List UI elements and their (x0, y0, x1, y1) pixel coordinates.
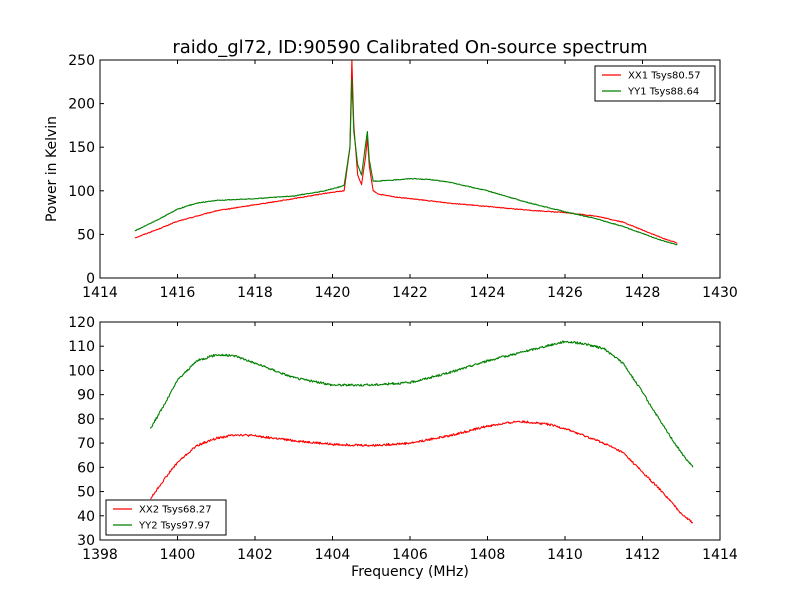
top-legend: XX1 Tsys80.57 YY1 Tsys88.64 (594, 65, 716, 102)
top-y-tick-label: 150 (68, 140, 95, 156)
bottom-x-tick-label: 1400 (160, 547, 196, 563)
bottom-x-tick-label: 1398 (82, 547, 118, 563)
legend-label-yy1: YY1 Tsys88.64 (627, 87, 699, 98)
bottom-y-tick-label: 120 (68, 315, 95, 331)
bottom-x-tick-label: 1406 (392, 547, 428, 563)
bottom-y-tick-label: 50 (77, 485, 95, 501)
x-axis-label: Frequency (MHz) (351, 564, 469, 580)
bottom-y-tick-label: 30 (77, 533, 95, 549)
top-legend-box (594, 65, 716, 102)
top-x-tick-label: 1420 (315, 285, 351, 301)
bottom-legend: XX2 Tsys68.27 YY2 Tsys97.97 (105, 499, 227, 536)
bottom-series-layer (149, 340, 694, 524)
top-y-tick-label: 100 (68, 184, 95, 200)
series-line-yy2-tsys97-97 (149, 340, 694, 468)
bottom-plot: 1398 1400 1402 1404 1406 1408 1410 1412 1414 30 40… (68, 315, 738, 580)
bottom-x-tick-label: 1414 (702, 547, 738, 563)
top-x-tick-label: 1414 (82, 285, 118, 301)
bottom-y-tick-label: 60 (77, 460, 95, 476)
bottom-legend-box (105, 499, 227, 536)
top-y-tick-label: 50 (77, 227, 95, 243)
top-x-tick-label: 1428 (625, 285, 661, 301)
bottom-y-tick-label: 80 (77, 412, 95, 428)
series-line-xx1-tsys80-57 (134, 59, 678, 244)
top-ticks: 1414 1416 1418 1420 1422 1424 1426 1428 1430 0 50 1… (68, 53, 738, 301)
series-line-xx2-tsys68-27 (150, 420, 694, 524)
top-y-tick-label: 200 (68, 97, 95, 113)
top-series-layer (134, 59, 678, 246)
top-x-tick-label: 1422 (392, 285, 428, 301)
bottom-y-tick-label: 110 (68, 339, 95, 355)
top-x-tick-label: 1430 (702, 285, 738, 301)
bottom-y-tick-label: 90 (77, 388, 95, 404)
bottom-x-tick-label: 1408 (470, 547, 506, 563)
legend-label-yy2: YY2 Tsys97.97 (138, 521, 210, 532)
bottom-y-tick-label: 40 (77, 509, 95, 525)
bottom-x-tick-label: 1402 (237, 547, 273, 563)
bottom-ticks: 1398 1400 1402 1404 1406 1408 1410 1412 1414 30 40… (68, 315, 738, 563)
bottom-x-tick-label: 1404 (315, 547, 351, 563)
legend-label-xx1: XX1 Tsys80.57 (628, 71, 701, 82)
bottom-y-tick-label: 70 (77, 436, 95, 452)
top-x-tick-label: 1424 (470, 285, 506, 301)
bottom-y-tick-label: 100 (68, 363, 95, 379)
top-y-axis-label: Power in Kelvin (44, 116, 60, 222)
top-x-tick-label: 1426 (547, 285, 583, 301)
top-x-tick-label: 1416 (160, 285, 196, 301)
series-line-yy1-tsys88-64 (134, 78, 678, 246)
bottom-x-tick-label: 1410 (547, 547, 583, 563)
top-y-tick-label: 250 (68, 53, 95, 69)
legend-label-xx2: XX2 Tsys68.27 (139, 505, 212, 516)
top-x-tick-label: 1418 (237, 285, 273, 301)
top-y-tick-label: 0 (86, 271, 95, 287)
bottom-x-tick-label: 1412 (625, 547, 661, 563)
chart-title: raido_gl72, ID:90590 Calibrated On-sourc… (172, 37, 647, 58)
top-plot: 1414 1416 1418 1420 1422 1424 1426 1428 1430 0 50 1… (44, 53, 738, 301)
